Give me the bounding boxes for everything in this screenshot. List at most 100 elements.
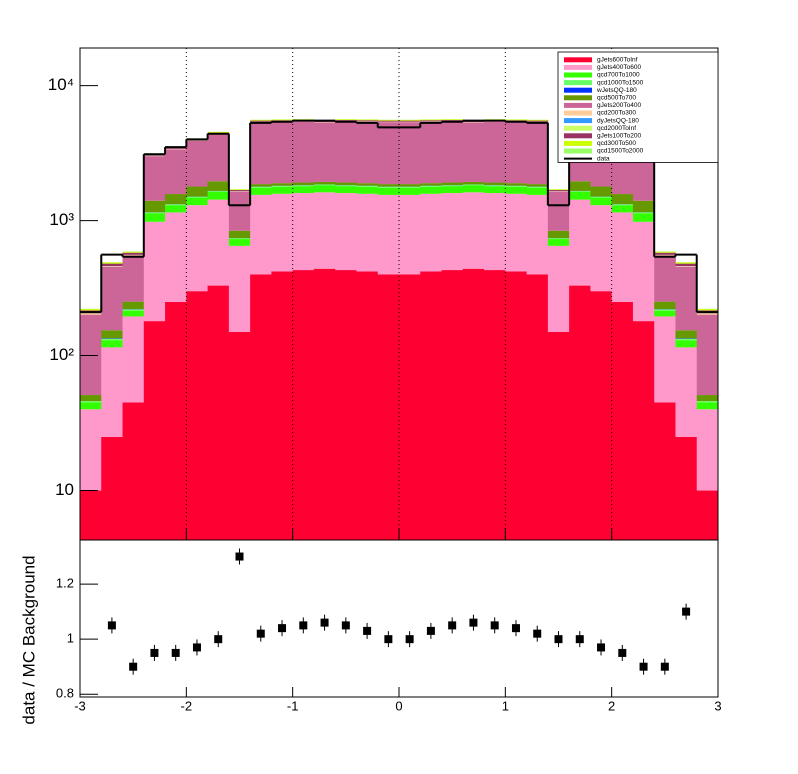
stack-segment <box>143 156 166 201</box>
stack-segment <box>441 186 464 194</box>
stack-segment <box>335 186 357 194</box>
legend-label: gJets400To600 <box>597 64 641 71</box>
stack-segment <box>399 194 421 275</box>
stack-segment <box>292 270 315 540</box>
frame <box>79 539 719 698</box>
stack-segment <box>313 185 336 193</box>
legend-swatch <box>564 72 592 78</box>
stack-segment <box>526 187 549 195</box>
stack-segment <box>696 409 718 491</box>
stack-segment <box>122 309 145 311</box>
ratio-point <box>235 552 244 561</box>
legend-label: qcd200To300 <box>597 110 636 117</box>
stack-segment <box>335 120 357 122</box>
stack-segment <box>611 205 634 213</box>
stack-segment <box>569 181 591 191</box>
ratio-point <box>533 629 542 638</box>
stack-segment <box>228 239 251 246</box>
x-tick-label: 2 <box>608 698 615 713</box>
stack-segment <box>484 193 506 271</box>
stack-segment <box>675 436 698 540</box>
stack-segment <box>356 186 379 194</box>
legend-label: gJets200To400 <box>597 102 641 109</box>
stack-segment <box>186 196 208 198</box>
stack-segment <box>122 402 145 540</box>
stack-segment <box>165 301 187 540</box>
stack-segment <box>547 331 570 540</box>
stack-segment <box>420 183 442 186</box>
stack-segment <box>484 270 506 540</box>
stack-segment <box>696 490 718 540</box>
stack-segment <box>356 183 379 186</box>
legend-label: dyJetsQQ-180 <box>597 117 639 124</box>
x-tick-label: -2 <box>181 698 193 713</box>
stack-segment <box>335 193 357 271</box>
stack-segment <box>632 321 655 540</box>
stack-segment <box>377 119 400 121</box>
stack-segment <box>80 490 102 540</box>
y-tick-label: 0.8 <box>56 686 74 701</box>
stack-segment <box>207 131 230 133</box>
stack-segment <box>377 186 400 188</box>
stack-segment <box>547 191 570 231</box>
legend-swatch <box>564 133 592 139</box>
legend-label: qcd500To700 <box>597 95 636 102</box>
stack-segment <box>632 221 655 322</box>
ratio-point <box>426 626 435 635</box>
ratio-point <box>192 643 201 652</box>
stack-segment <box>228 245 251 332</box>
stack-segment <box>335 182 357 186</box>
stack-segment <box>547 230 570 239</box>
stack-segment <box>228 189 251 191</box>
stack-segment <box>590 197 613 206</box>
stack-segment <box>101 266 123 267</box>
legend-label: qcd300To500 <box>597 140 636 147</box>
stack-segment <box>356 193 379 272</box>
stack-segment <box>292 185 315 187</box>
legend-swatch <box>564 118 592 124</box>
stack-segment <box>292 182 315 186</box>
ratio-point <box>554 635 563 644</box>
stack-segment <box>186 186 208 197</box>
ratio-point <box>256 629 265 638</box>
stack-segment <box>165 149 187 195</box>
stack-segment <box>80 309 102 311</box>
stack-segment <box>675 347 698 437</box>
stack-segment <box>675 340 698 348</box>
legend-swatch <box>564 57 592 63</box>
stack-segment <box>80 395 102 402</box>
stack-segment <box>484 186 506 194</box>
stack-segment <box>611 212 634 302</box>
stack-segment <box>441 182 464 186</box>
legend-label: qcd1500To2000 <box>597 148 644 155</box>
stack-segment <box>143 221 166 322</box>
stack-segment <box>569 199 591 286</box>
ratio-plot <box>107 548 691 675</box>
stack-segment <box>462 192 485 269</box>
stack-segment <box>80 313 102 315</box>
stack-segment <box>271 186 294 194</box>
stack-segment <box>292 121 315 183</box>
legend-label: gJets100To200 <box>597 133 641 140</box>
stack-segment <box>526 120 549 122</box>
stack-segment <box>80 402 102 410</box>
stack-segment <box>441 193 464 271</box>
stack-segment <box>228 191 251 231</box>
stack-segment <box>377 187 400 195</box>
stack-segment <box>101 347 123 437</box>
stack-segment <box>420 186 442 194</box>
stack-segment <box>399 187 421 195</box>
stack-segment <box>271 121 294 184</box>
stack-segment <box>377 120 400 122</box>
stack-segment <box>654 252 676 255</box>
stack-segment <box>165 204 187 206</box>
stack-segment <box>143 213 166 222</box>
stack-segment <box>122 255 145 302</box>
stack-segment <box>250 274 272 540</box>
stack-segment <box>250 120 272 122</box>
stack-segment <box>505 183 527 186</box>
stack-segment <box>547 238 570 240</box>
stack-segment <box>101 340 123 348</box>
stack-segment <box>462 181 485 185</box>
legend-swatch <box>564 148 592 154</box>
